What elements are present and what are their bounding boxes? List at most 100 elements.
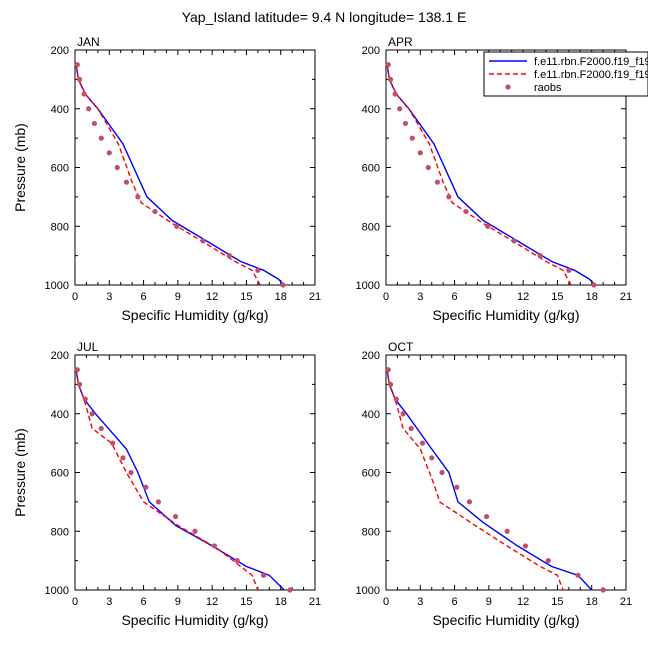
series-line-002 xyxy=(386,369,564,591)
y-tick-label: 400 xyxy=(51,104,69,116)
raobs-point xyxy=(74,367,80,373)
y-tick-label: 600 xyxy=(51,163,69,175)
x-tick-label: 15 xyxy=(240,291,252,303)
y-tick-label: 800 xyxy=(362,221,380,233)
x-tick-label: 9 xyxy=(175,291,181,303)
y-tick-label: 600 xyxy=(362,468,380,480)
raobs-point xyxy=(400,411,406,417)
raobs-point xyxy=(522,543,529,549)
x-tick-label: 18 xyxy=(275,291,287,303)
y-tick-label: 1000 xyxy=(45,585,69,597)
x-tick-label: 9 xyxy=(175,596,181,608)
x-tick-label: 21 xyxy=(620,596,632,608)
raobs-point xyxy=(287,587,293,593)
x-tick-label: 6 xyxy=(141,291,147,303)
y-tick-label: 1000 xyxy=(45,280,69,292)
raobs-point xyxy=(106,150,112,156)
x-tick-label: 0 xyxy=(383,596,389,608)
legend-box xyxy=(483,51,648,97)
x-tick-label: 12 xyxy=(517,596,529,608)
x-tick-label: 6 xyxy=(452,596,458,608)
raobs-point xyxy=(545,558,551,564)
x-tick-label: 9 xyxy=(486,596,492,608)
panel-jan: JAN 0 3 6 9 12 15 18 21 200 400 600 800 1000 Specific … xyxy=(12,35,321,323)
raobs-point xyxy=(504,528,510,534)
raobs-point xyxy=(385,62,391,68)
raobs-point xyxy=(600,587,606,593)
raobs-point xyxy=(483,513,490,520)
panel-label: JAN xyxy=(77,35,100,49)
raobs-point xyxy=(82,396,88,402)
series-line-001 xyxy=(386,64,596,286)
raobs-point xyxy=(466,499,473,505)
y-tick-label: 200 xyxy=(362,350,380,362)
raobs-point xyxy=(98,135,104,141)
raobs-point xyxy=(200,238,206,244)
raobs-point xyxy=(402,120,409,127)
raobs-point xyxy=(120,455,126,461)
raobs-point xyxy=(537,253,543,259)
x-tick-label: 3 xyxy=(417,291,423,303)
raobs-point xyxy=(446,194,452,200)
x-tick-label: 12 xyxy=(517,291,529,303)
raobs-point xyxy=(425,164,431,171)
raobs-point xyxy=(385,367,391,373)
legend: f.e11.rbn.F2000.f19_f19.001f.e11.rbn.F20… xyxy=(483,51,648,97)
panel-label: OCT xyxy=(388,340,414,354)
x-tick-label: 18 xyxy=(275,596,287,608)
series-line-001 xyxy=(75,369,285,591)
raobs-point xyxy=(172,513,179,520)
raobs-point xyxy=(511,238,517,244)
x-tick-label: 21 xyxy=(309,291,321,303)
raobs-point xyxy=(226,253,232,259)
y-tick-label: 200 xyxy=(51,350,69,362)
x-tick-label: 3 xyxy=(106,596,112,608)
y-tick-label: 200 xyxy=(51,45,69,57)
legend-label: f.e11.rbn.F2000.f19_f19.001 xyxy=(534,56,648,68)
raobs-point xyxy=(429,455,435,461)
series-line-001 xyxy=(386,369,593,591)
x-tick-label: 15 xyxy=(551,596,563,608)
raobs-point xyxy=(392,91,398,97)
series-line-002 xyxy=(75,369,259,591)
raobs-point xyxy=(439,469,445,476)
x-tick-label: 21 xyxy=(620,291,632,303)
x-tick-label: 0 xyxy=(72,291,78,303)
raobs-point xyxy=(397,106,403,112)
x-tick-label: 12 xyxy=(206,291,218,303)
panel-label: JUL xyxy=(77,340,99,354)
raobs-point xyxy=(387,381,394,387)
legend-marker-raobs xyxy=(505,84,511,90)
y-tick-label: 200 xyxy=(362,45,380,57)
raobs-point xyxy=(463,208,469,215)
raobs-point xyxy=(434,179,441,185)
raobs-point xyxy=(74,62,80,68)
raobs-point xyxy=(591,282,597,288)
legend-label: f.e11.rbn.F2000.f19_f19.002 xyxy=(534,69,648,81)
raobs-point xyxy=(393,396,399,402)
series-line-002 xyxy=(75,64,261,286)
raobs-point xyxy=(408,425,414,432)
plot-frame xyxy=(74,49,316,286)
raobs-point xyxy=(575,572,581,578)
y-tick-label: 600 xyxy=(362,163,380,175)
x-tick-label: 0 xyxy=(383,291,389,303)
panel-oct: OCT 0 3 6 9 12 15 18 21 200 400 600 800 1000 Specific … xyxy=(356,340,633,628)
y-tick-label: 400 xyxy=(362,104,380,116)
raobs-point xyxy=(135,194,141,200)
raobs-point xyxy=(417,150,423,156)
y-tick-label: 800 xyxy=(51,221,69,233)
y-tick-label: 1000 xyxy=(356,280,380,292)
raobs-point xyxy=(454,484,460,490)
x-tick-label: 6 xyxy=(452,291,458,303)
raobs-point xyxy=(76,381,83,387)
raobs-point xyxy=(76,76,83,82)
x-tick-label: 3 xyxy=(417,596,423,608)
raobs-point xyxy=(192,528,198,534)
raobs-point xyxy=(91,120,98,127)
raobs-point xyxy=(566,267,572,273)
y-tick-label: 800 xyxy=(362,526,380,538)
plot-frame xyxy=(74,354,316,591)
raobs-point xyxy=(174,223,180,229)
